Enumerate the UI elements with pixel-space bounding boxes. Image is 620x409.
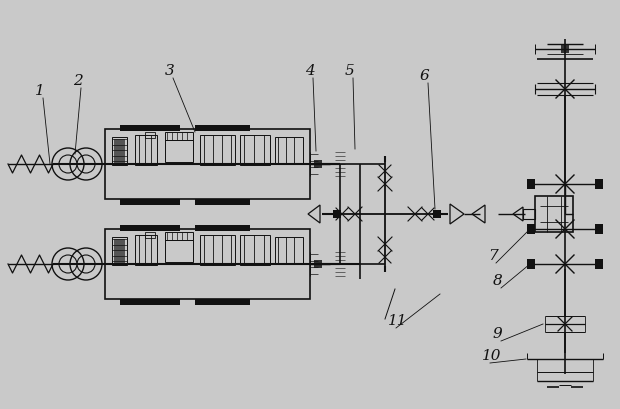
Bar: [165, 141, 193, 163]
Bar: [114, 239, 125, 263]
Text: 7: 7: [488, 248, 498, 262]
Bar: [112, 138, 127, 166]
Bar: [105, 229, 310, 299]
Bar: [240, 236, 270, 265]
Bar: [195, 299, 250, 305]
Bar: [165, 232, 193, 240]
Bar: [275, 138, 303, 164]
Bar: [195, 200, 250, 205]
Bar: [595, 225, 603, 234]
Bar: [145, 232, 155, 238]
Bar: [333, 211, 341, 218]
Bar: [535, 196, 573, 232]
Text: 6: 6: [420, 69, 430, 83]
Bar: [314, 161, 322, 169]
Bar: [527, 180, 535, 189]
Bar: [135, 236, 157, 265]
Bar: [112, 237, 127, 265]
Bar: [595, 259, 603, 270]
Bar: [527, 259, 535, 270]
Bar: [145, 133, 155, 139]
Bar: [314, 261, 322, 268]
Bar: [195, 126, 250, 132]
Bar: [595, 180, 603, 189]
Text: 3: 3: [165, 64, 175, 78]
Bar: [240, 136, 270, 166]
Text: 2: 2: [73, 74, 82, 88]
Bar: [120, 126, 180, 132]
Bar: [200, 136, 235, 166]
Bar: [275, 237, 303, 263]
Bar: [114, 139, 125, 164]
Bar: [527, 225, 535, 234]
Text: 10: 10: [482, 348, 502, 362]
Bar: [561, 46, 569, 54]
Bar: [523, 209, 535, 220]
Bar: [165, 240, 193, 262]
Text: 9: 9: [493, 326, 503, 340]
Bar: [165, 133, 193, 141]
Text: 11: 11: [388, 313, 407, 327]
Bar: [200, 236, 235, 265]
Text: 1: 1: [35, 84, 45, 98]
Text: 5: 5: [345, 64, 355, 78]
Bar: [195, 225, 250, 231]
Text: 8: 8: [493, 273, 503, 287]
Bar: [105, 130, 310, 200]
Bar: [120, 200, 180, 205]
Text: 4: 4: [305, 64, 315, 78]
Bar: [120, 225, 180, 231]
Bar: [120, 299, 180, 305]
Bar: [135, 136, 157, 166]
Bar: [433, 211, 441, 218]
